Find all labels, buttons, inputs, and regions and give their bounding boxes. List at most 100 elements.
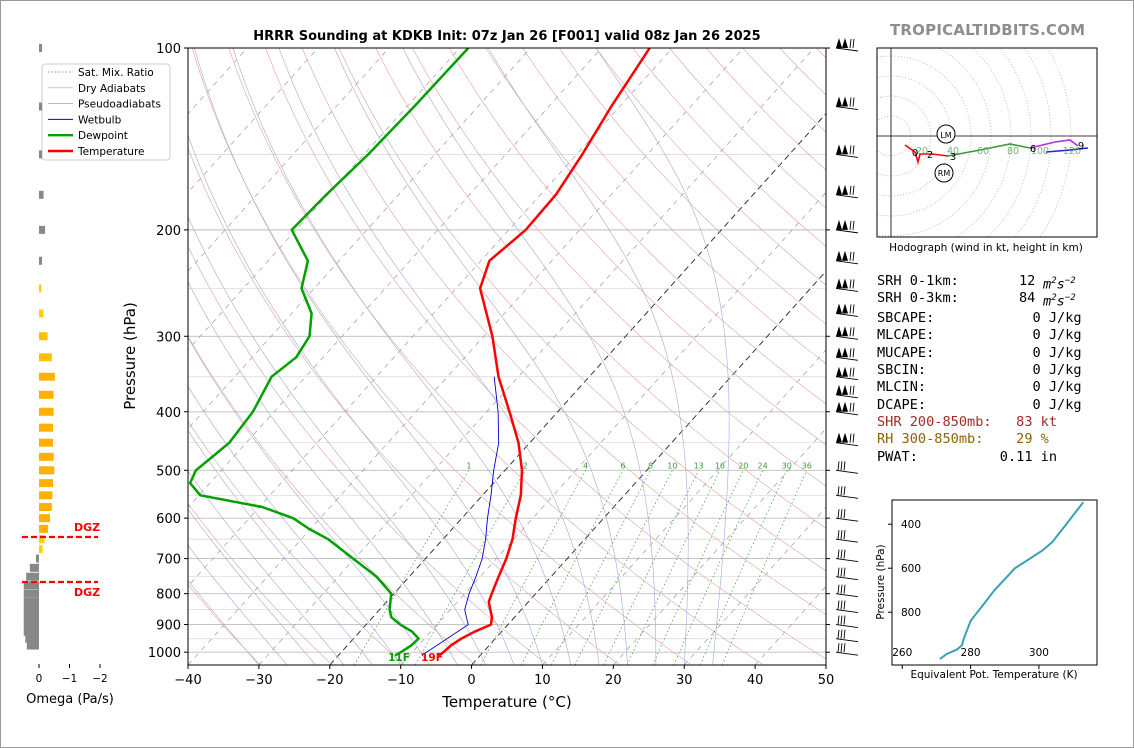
hodograph-trace-6-9km [1029, 139, 1079, 149]
wind-barb [835, 401, 859, 416]
moist-adiabat [488, 48, 689, 665]
mixing-ratio-label: 30 [782, 461, 792, 470]
y-tick-label: 1000 [148, 646, 181, 661]
wind-barb [835, 461, 859, 474]
surface-dewpoint-label: 11F [388, 652, 410, 664]
hodograph-height-label: 2 [927, 150, 933, 161]
wind-barb [835, 278, 859, 292]
dry-adiabat [485, 48, 826, 405]
omega-bar [39, 407, 54, 416]
theta-e-y-tick-label: 800 [901, 607, 921, 619]
wind-barb-feather [852, 97, 855, 107]
moist-adiabat [188, 215, 486, 665]
mixing-ratio-line [673, 470, 764, 665]
mlcin-stat: MLCIN: 0 J/kg [877, 379, 1082, 395]
wind-barb-feather [849, 185, 852, 195]
omega-bar [39, 466, 55, 475]
isotherm-line [188, 48, 531, 430]
omega-bar [39, 524, 49, 533]
wind-barb-feather [840, 600, 843, 610]
mixing-ratio-line [414, 470, 526, 665]
wind-barb-feather [837, 567, 840, 577]
wind-barb-flag [836, 432, 842, 443]
wind-barb-flag [842, 347, 848, 358]
omega-bar [39, 423, 54, 432]
srh-0-3km-stat: SRH 0-3km: 84 m2s−2 [877, 290, 1076, 310]
wind-barb-shaft [835, 260, 859, 265]
theta-e-x-tick-label: 280 [961, 647, 981, 659]
srh-0-1km-stat: SRH 0-1km: 12 m2s−2 [877, 273, 1076, 293]
srh-0-3km-value: 84 [1019, 290, 1036, 306]
legend-label: Wetbulb [78, 114, 122, 126]
hodograph-plot: 20 40 60 80 100 120 0 2 3 6 9 LM RM [877, 48, 1097, 237]
wind-barb-feather [852, 433, 855, 443]
omega-bar [39, 514, 50, 523]
wind-barb-shaft [835, 376, 859, 381]
mixing-ratio-line [550, 470, 651, 665]
theta-e-y-tick-label: 600 [901, 563, 921, 575]
wind-barb-feather [852, 327, 855, 337]
mucape-stat: MUCAPE: 0 J/kg [877, 345, 1082, 361]
omega-bar [39, 452, 54, 461]
wind-barb-flag [842, 384, 848, 395]
wind-barb-flag [842, 184, 848, 195]
isotherm-line [188, 48, 390, 272]
dry-adiabat [188, 335, 477, 665]
wind-barb-feather [843, 530, 846, 540]
pwat-stat: PWAT: 0.11 in [877, 449, 1058, 465]
dry-adiabat [375, 48, 826, 529]
left-mover-label: LM [940, 131, 951, 140]
wind-barb [835, 615, 859, 628]
wind-barb-feather [840, 530, 843, 540]
wind-barb-feather [837, 615, 840, 625]
series-wetbulb [421, 376, 500, 656]
wind-barb-feather [840, 643, 843, 653]
mixing-ratio-label: 2 [523, 461, 528, 470]
wind-barb-feather [849, 97, 852, 107]
brand-watermark: TROPICALTIDBITS.COM [890, 21, 1086, 39]
y-tick-label: 500 [156, 464, 181, 479]
omega-bar [35, 554, 39, 563]
wind-barb [835, 184, 859, 199]
dry-adiabat [265, 48, 826, 660]
moist-adiabat [334, 48, 628, 665]
x-tick-label: 30 [676, 673, 693, 688]
mixing-ratio-label: 10 [667, 461, 677, 470]
mixing-ratio-label: 24 [758, 461, 768, 470]
chart-title: HRRR Sounding at KDKB Init: 07z Jan 26 [… [253, 29, 760, 44]
wind-barb-shaft [835, 411, 859, 416]
dry-adiabat [188, 583, 261, 665]
wind-barb-feather [843, 629, 846, 639]
omega-bar [23, 627, 39, 636]
omega-bar [23, 605, 39, 614]
dry-adiabat [522, 48, 826, 365]
omega-bar [26, 641, 39, 650]
wind-barb-flag [836, 184, 842, 195]
moist-adiabat [402, 48, 657, 665]
wind-barb-feather [837, 584, 840, 594]
wind-barb-feather [852, 304, 855, 314]
hodograph-ring-label: 100 [1031, 146, 1049, 157]
wind-barb-flag [836, 219, 842, 230]
dry-adiabat [188, 503, 333, 665]
dgz-label-bottom: DGZ [74, 586, 100, 599]
omega-bar [26, 572, 39, 581]
srh-0-3km-label: SRH 0-3km: [877, 290, 959, 306]
srh-0-1km-label: SRH 0-1km: [877, 273, 959, 289]
legend-label: Dry Adiabats [78, 83, 146, 95]
wind-barb-shaft [835, 494, 859, 499]
omega-bar [39, 284, 42, 293]
legend: Sat. Mix. Ratio Dry Adiabats Pseudoadiabat… [41, 63, 171, 161]
mixing-ratio-line [521, 470, 624, 665]
hodograph-trace-0-3km [904, 144, 949, 166]
wind-barb-feather [849, 251, 852, 261]
wind-barb-feather [837, 461, 840, 471]
wind-barb-flag [836, 144, 842, 155]
wind-barb-shaft [835, 624, 859, 628]
hodograph-caption: Hodograph (wind in kt, height in km) [889, 242, 1083, 254]
isotherm-line [188, 48, 602, 508]
theta-e-y-tick-label: 400 [901, 519, 921, 531]
wind-barb-flag [836, 278, 842, 289]
wind-barb-feather [852, 251, 855, 261]
wind-barb-feather [837, 549, 840, 559]
